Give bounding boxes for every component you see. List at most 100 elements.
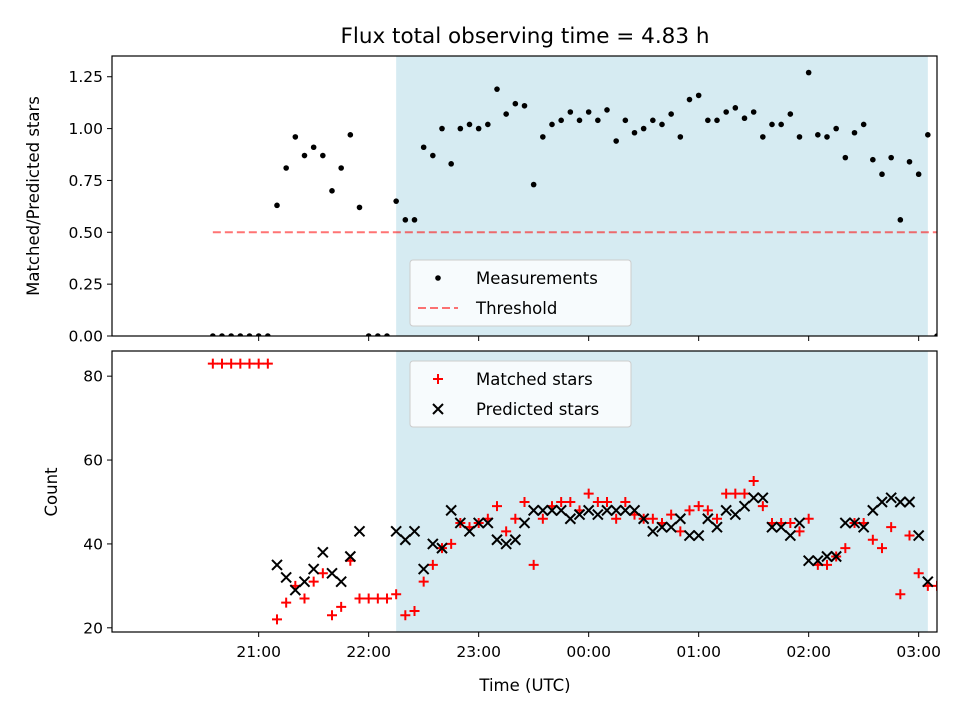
measurements-point <box>320 152 326 159</box>
matched-stars-point <box>382 593 392 604</box>
chart-title: Flux total observing time = 4.83 h <box>341 24 710 49</box>
measurements-point <box>466 121 473 128</box>
measurements-point <box>494 86 500 92</box>
matched-stars-point <box>565 496 576 507</box>
matched-stars-point <box>235 358 246 369</box>
predicted-stars-point <box>830 550 842 563</box>
measurements-point <box>365 333 372 336</box>
measurements-point <box>741 115 748 122</box>
legend-label: Matched stars <box>476 370 593 389</box>
measurements-point <box>815 132 821 138</box>
measurements-point <box>475 125 482 132</box>
matched-stars-point <box>262 358 273 369</box>
matched-stars-point <box>207 358 218 369</box>
matched-stars-point <box>886 522 897 533</box>
predicted-stars-point <box>793 517 806 529</box>
matched-stars-point <box>592 496 603 507</box>
matched-stars-point <box>537 513 548 524</box>
legend-measurements-swatch <box>435 275 441 281</box>
matched-stars-point <box>647 513 658 524</box>
count-panel: 20 40 60 80 21:00 22:00 23:00 00:00 01:00 02:00 03… <box>83 350 941 661</box>
predicted-stars-point <box>601 504 613 517</box>
measurements-point <box>411 217 418 223</box>
measurements-point <box>860 121 867 128</box>
measurements-point <box>585 109 592 115</box>
measurements-point <box>695 92 702 99</box>
matched-stars-point <box>244 358 255 369</box>
matched-stars-point <box>932 580 937 591</box>
matched-stars-point <box>308 576 319 587</box>
predicted-stars-point <box>537 504 549 517</box>
x-tick-label: 23:00 <box>456 643 501 661</box>
predicted-stars-point <box>839 517 852 529</box>
predicted-stars-point <box>775 521 787 533</box>
measurements-point <box>705 117 711 124</box>
matched-stars-point <box>281 597 292 608</box>
matched-stars-point <box>400 610 411 621</box>
predicted-stars-point <box>500 538 512 550</box>
measurements-point <box>659 121 665 128</box>
matched-stars-point <box>226 358 237 369</box>
measurements-point <box>879 171 885 178</box>
predicted-stars-point <box>647 525 659 538</box>
matched-stars-point <box>712 513 722 524</box>
matched-stars-point <box>840 543 851 554</box>
predicted-stars-point <box>628 504 641 517</box>
y-tick-label: 80 <box>83 368 103 386</box>
predicted-stars-point <box>307 563 320 575</box>
measurements-point <box>530 181 537 188</box>
matched-stars-point <box>427 559 438 570</box>
measurements-point <box>210 333 216 336</box>
y-tick-label: 0.25 <box>68 276 103 294</box>
predicted-stars-point <box>582 504 595 517</box>
predicted-stars-point <box>720 504 732 517</box>
measurements-point <box>805 69 812 76</box>
matched-stars-point <box>446 538 457 549</box>
measurements-point <box>384 333 390 336</box>
predicted-stars-point <box>757 492 769 504</box>
measurements-point <box>760 134 766 140</box>
measurements-point <box>604 107 610 113</box>
predicted-stars-point <box>271 559 283 571</box>
matched-stars-point <box>418 576 429 587</box>
predicted-stars-point <box>894 496 907 508</box>
predicted-stars-point <box>399 534 412 546</box>
predicted-stars-point <box>683 529 696 542</box>
predicted-stars-point <box>427 538 439 550</box>
measurements-point <box>576 117 583 124</box>
predicted-stars-point <box>656 521 668 533</box>
matched-stars-point <box>785 517 796 528</box>
measurements-point <box>265 333 271 336</box>
legend-label: Measurements <box>476 269 598 288</box>
matched-stars-point <box>528 559 539 570</box>
matched-stars-point <box>372 593 383 604</box>
matched-stars-point <box>519 496 530 507</box>
predicted-stars-point <box>610 504 622 517</box>
measurements-point <box>824 134 830 140</box>
predicted-stars-point <box>573 508 586 521</box>
measurements-point <box>842 154 849 161</box>
measurements-point <box>393 198 399 204</box>
measurements-point <box>485 121 491 128</box>
predicted-stars-point <box>417 563 430 575</box>
measurements-point <box>430 152 436 159</box>
measurements-point <box>787 111 794 117</box>
matched-stars-point <box>739 488 750 499</box>
matched-stars-point <box>492 501 502 512</box>
ratio-panel: 0.00 0.25 0.50 0.75 1.00 1.25 Measurements Thre… <box>68 55 938 346</box>
measurements-point <box>228 333 234 336</box>
predicted-stars-point <box>711 521 723 533</box>
measurements-point <box>640 125 647 132</box>
measurements-point <box>274 202 280 209</box>
predicted-stars-point <box>812 554 824 567</box>
predicted-stars-point <box>472 517 485 529</box>
x-tick-label: 22:00 <box>346 643 391 661</box>
matched-stars-point <box>757 501 768 512</box>
predicted-stars-point <box>335 575 347 588</box>
matched-stars-point <box>391 589 402 600</box>
axes-frame <box>111 55 938 337</box>
matched-stars-point <box>675 526 686 537</box>
measurements-point <box>402 217 409 223</box>
matched-stars-point <box>611 513 622 524</box>
